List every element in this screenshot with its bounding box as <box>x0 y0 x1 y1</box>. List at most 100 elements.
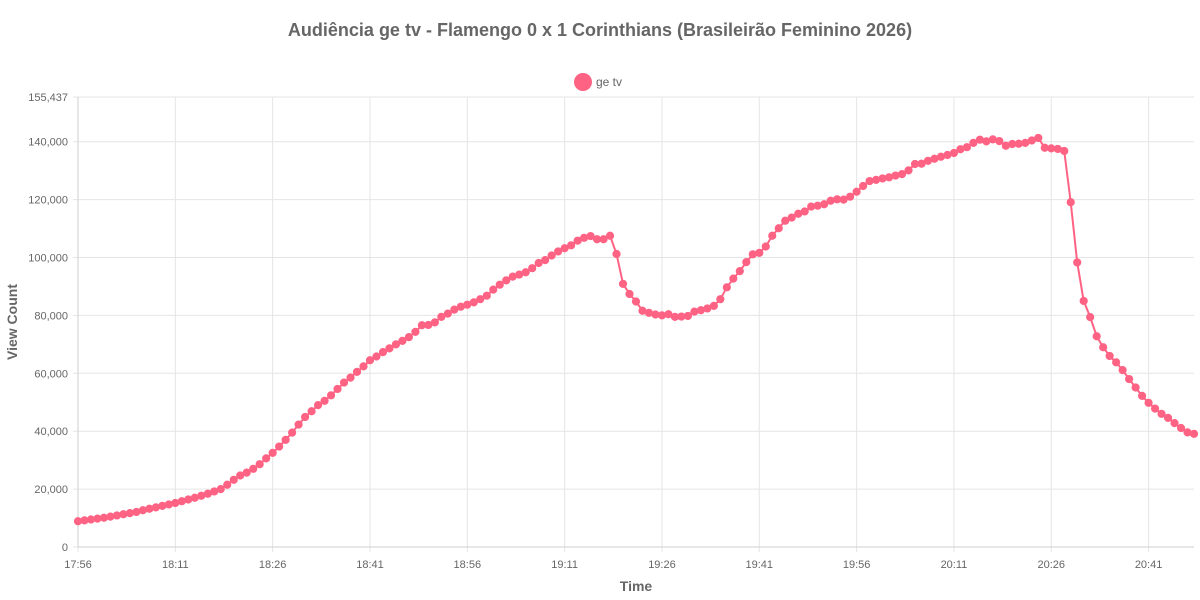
data-point[interactable] <box>125 509 135 518</box>
data-point[interactable] <box>631 297 641 306</box>
data-point[interactable] <box>119 510 128 519</box>
data-point[interactable] <box>1092 332 1101 341</box>
data-point[interactable] <box>281 435 290 444</box>
data-point[interactable] <box>1150 404 1160 413</box>
data-point[interactable] <box>502 276 511 285</box>
data-point[interactable] <box>469 298 478 307</box>
data-point[interactable] <box>891 171 900 180</box>
data-point[interactable] <box>495 280 504 289</box>
data-point[interactable] <box>1073 258 1082 267</box>
data-point[interactable] <box>625 289 634 299</box>
data-point[interactable] <box>709 301 718 310</box>
data-point[interactable] <box>333 384 342 394</box>
data-point[interactable] <box>1170 418 1179 428</box>
data-point[interactable] <box>229 475 238 484</box>
data-point[interactable] <box>1144 398 1153 407</box>
data-point[interactable] <box>216 484 225 494</box>
data-point[interactable] <box>995 137 1004 146</box>
data-point[interactable] <box>320 396 329 405</box>
data-point[interactable] <box>404 333 414 342</box>
data-point[interactable] <box>288 428 297 437</box>
data-point[interactable] <box>411 327 420 336</box>
data-point[interactable] <box>605 231 615 240</box>
data-point[interactable] <box>722 283 731 292</box>
data-point[interactable] <box>871 175 881 185</box>
data-point[interactable] <box>1034 133 1043 143</box>
data-point[interactable] <box>1086 313 1095 322</box>
data-point[interactable] <box>268 448 277 458</box>
data-point[interactable] <box>1183 428 1192 437</box>
data-point[interactable] <box>489 285 498 294</box>
data-point[interactable] <box>326 391 336 400</box>
data-point[interactable] <box>586 231 595 241</box>
data-point[interactable] <box>1060 146 1069 156</box>
data-point[interactable] <box>599 235 608 244</box>
data-point[interactable] <box>690 307 699 316</box>
data-point[interactable] <box>1118 366 1127 375</box>
data-point[interactable] <box>683 311 693 321</box>
data-point[interactable] <box>437 312 446 321</box>
data-point[interactable] <box>1163 413 1173 422</box>
data-point[interactable] <box>138 506 147 515</box>
data-point[interactable] <box>1125 374 1134 384</box>
data-point[interactable] <box>826 196 835 205</box>
data-point[interactable] <box>430 318 439 327</box>
data-point[interactable] <box>858 181 868 191</box>
data-point[interactable] <box>904 166 913 175</box>
data-point[interactable] <box>378 348 388 357</box>
data-point[interactable] <box>800 207 809 216</box>
data-point[interactable] <box>352 367 362 376</box>
data-point[interactable] <box>339 378 349 387</box>
data-point[interactable] <box>1189 429 1199 438</box>
data-point[interactable] <box>372 352 381 361</box>
data-point[interactable] <box>567 241 576 250</box>
data-point[interactable] <box>255 460 264 469</box>
data-point[interactable] <box>748 250 757 259</box>
data-point[interactable] <box>476 295 485 304</box>
data-point[interactable] <box>1099 343 1108 352</box>
data-point[interactable] <box>307 407 316 416</box>
data-point[interactable] <box>391 340 401 349</box>
data-point[interactable] <box>365 356 375 365</box>
data-point[interactable] <box>313 401 323 410</box>
data-point[interactable] <box>787 213 796 222</box>
data-point[interactable] <box>618 279 628 288</box>
data-point[interactable] <box>768 231 777 240</box>
data-point[interactable] <box>774 224 783 233</box>
legend[interactable]: ge tv <box>574 73 622 91</box>
data-point[interactable] <box>528 264 537 273</box>
data-point[interactable] <box>657 311 667 320</box>
data-point[interactable] <box>962 143 972 152</box>
data-point[interactable] <box>521 268 530 277</box>
data-point[interactable] <box>443 309 452 318</box>
data-point[interactable] <box>242 468 251 477</box>
data-point[interactable] <box>346 373 355 382</box>
data-point[interactable] <box>781 216 790 225</box>
data-point[interactable] <box>294 420 303 429</box>
data-point[interactable] <box>761 242 770 251</box>
data-point[interactable] <box>99 513 109 522</box>
data-point[interactable] <box>729 274 738 283</box>
data-point[interactable] <box>742 258 751 267</box>
data-point[interactable] <box>1157 409 1166 418</box>
data-point[interactable] <box>865 176 874 186</box>
data-point[interactable] <box>1137 391 1147 400</box>
data-point[interactable] <box>262 454 271 463</box>
data-point[interactable] <box>735 267 744 276</box>
data-point[interactable] <box>813 201 822 210</box>
data-point[interactable] <box>249 464 258 473</box>
data-point[interactable] <box>969 138 978 147</box>
data-point[interactable] <box>1176 423 1186 433</box>
data-point[interactable] <box>547 251 556 260</box>
data-point[interactable] <box>541 255 550 265</box>
data-point[interactable] <box>1131 383 1140 392</box>
data-point[interactable] <box>112 511 122 520</box>
data-point[interactable] <box>158 501 167 510</box>
data-point[interactable] <box>482 291 491 300</box>
data-point[interactable] <box>716 295 725 304</box>
data-point[interactable] <box>755 248 764 257</box>
data-point[interactable] <box>1066 198 1075 207</box>
data-point[interactable] <box>398 336 407 345</box>
data-point[interactable] <box>878 174 887 183</box>
data-point[interactable] <box>359 362 368 371</box>
